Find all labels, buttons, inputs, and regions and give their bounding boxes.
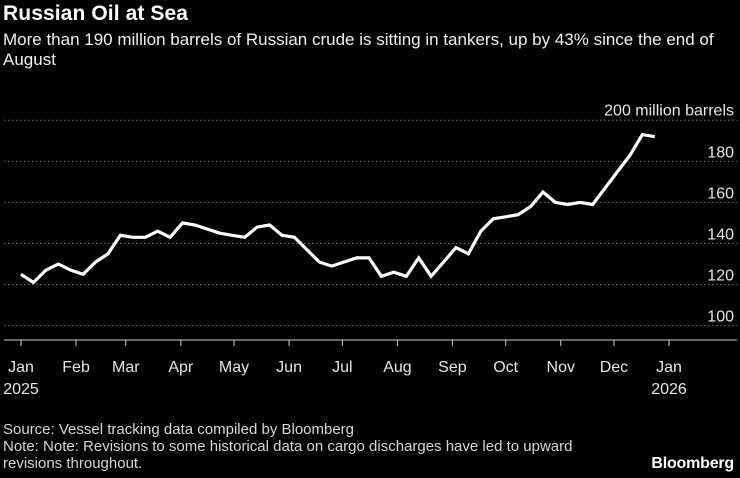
source-text: Source: Vessel tracking data compiled by… <box>3 421 355 438</box>
x-tick-label: Feb <box>62 359 90 376</box>
y-axis-unit-label: 200 million barrels <box>604 102 734 119</box>
y-tick-label: 180 <box>707 144 734 161</box>
x-tick-label: Nov <box>547 359 575 376</box>
series-line <box>20 132 656 285</box>
x-tick-label: Aug <box>383 359 411 376</box>
x-tick-label: Jun <box>276 359 302 376</box>
footer-notes: Source: Vessel tracking data compiled by… <box>3 421 623 472</box>
x-tick-label: Mar <box>112 359 140 376</box>
note-text: Note: Note: Revisions to some historical… <box>3 438 573 472</box>
x-tick-label: Jan <box>656 359 682 376</box>
y-tick-label: 120 <box>707 268 734 285</box>
y-tick-label: 140 <box>707 226 734 243</box>
y-tick-label: 100 <box>707 309 734 326</box>
x-tick-label: Jul <box>332 359 352 376</box>
chart-subtitle: More than 190 million barrels of Russian… <box>3 30 714 69</box>
x-tick-label: Jan <box>8 359 34 376</box>
x-tick-label: Sep <box>438 359 467 376</box>
axis-ticks: Jan Feb Mar Apr May Jun Jul Aug Sep Oct Nov Dec Jan 2… <box>3 340 687 398</box>
y-tick-label: 160 <box>707 185 734 202</box>
series-layer <box>20 132 656 285</box>
x-tick-label: Apr <box>168 359 194 376</box>
x-tick-label: Dec <box>600 359 628 376</box>
x-tick-label: Oct <box>493 359 518 376</box>
gridlines: 100 120 140 160 180 <box>4 119 737 327</box>
x-tick-label: May <box>219 359 249 376</box>
x-year-label: 2026 <box>651 381 687 398</box>
chart-title: Russian Oil at Sea <box>3 2 189 25</box>
bloomberg-logo: Bloomberg <box>651 455 734 472</box>
x-year-label: 2025 <box>3 381 39 398</box>
